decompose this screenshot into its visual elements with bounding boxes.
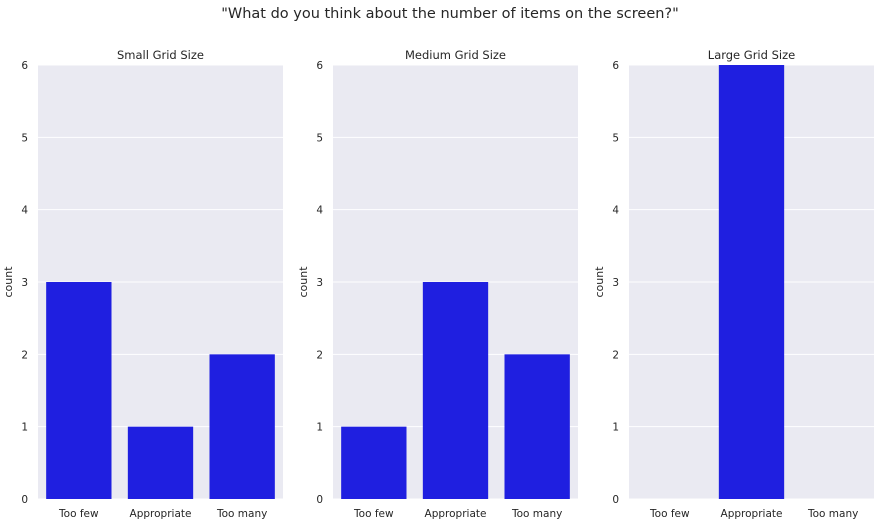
bar-appropriate — [422, 282, 489, 499]
bar-appropriate — [718, 65, 785, 499]
x-tick-label: Too few — [649, 508, 690, 520]
bar-too-many — [209, 354, 275, 499]
y-axis-label: count — [593, 266, 606, 298]
y-tick-label: 2 — [21, 349, 28, 361]
y-tick-label: 3 — [21, 277, 28, 289]
y-axis-label: count — [297, 266, 310, 298]
bar-too-few — [46, 282, 112, 499]
y-axis-label: count — [2, 266, 15, 298]
x-tick-label: Too few — [353, 508, 394, 520]
x-tick-label: Appropriate — [721, 508, 783, 520]
y-tick-label: 2 — [316, 349, 323, 361]
x-tick-label: Appropriate — [425, 508, 487, 520]
bar-too-many — [504, 354, 570, 499]
y-tick-label: 4 — [316, 205, 323, 217]
y-tick-label: 0 — [612, 494, 619, 506]
y-tick-label: 5 — [21, 132, 28, 144]
y-tick-label: 4 — [21, 205, 28, 217]
subplot-2: 0 1 2 3 4 5 6 Too few Appropriate Too many Medium … — [297, 48, 578, 520]
x-tick-label: Too many — [807, 508, 858, 520]
y-tick-label: 4 — [612, 205, 619, 217]
bar-too-few — [341, 426, 407, 499]
y-tick-label: 1 — [612, 422, 619, 434]
figure-title: "What do you think about the number of i… — [221, 6, 679, 22]
x-tick-label: Too few — [58, 508, 99, 520]
subplots: 0 1 2 3 4 5 6 Too few Appropriate Too many Small G… — [2, 48, 874, 520]
y-tick-label: 0 — [316, 494, 323, 506]
y-tick-label: 1 — [316, 422, 323, 434]
x-tick-label: Too many — [216, 508, 267, 520]
bar-appropriate — [127, 426, 194, 499]
subplot-title: Large Grid Size — [708, 48, 795, 62]
y-tick-label: 6 — [21, 60, 28, 72]
y-tick-label: 6 — [612, 60, 619, 72]
subplot-3: 0 1 2 3 4 5 6 Too few Appropriate Too many Large G… — [593, 48, 874, 520]
y-tick-label: 2 — [612, 349, 619, 361]
y-tick-label: 1 — [21, 422, 28, 434]
subplot-title: Small Grid Size — [117, 48, 204, 62]
subplot-1: 0 1 2 3 4 5 6 Too few Appropriate Too many Small G… — [2, 48, 283, 520]
y-tick-label: 0 — [21, 494, 28, 506]
subplot-title: Medium Grid Size — [405, 48, 506, 62]
x-tick-label: Too many — [511, 508, 562, 520]
y-tick-label: 3 — [612, 277, 619, 289]
y-tick-label: 3 — [316, 277, 323, 289]
y-tick-label: 5 — [316, 132, 323, 144]
x-tick-label: Appropriate — [130, 508, 192, 520]
y-tick-label: 6 — [316, 60, 323, 72]
y-tick-label: 5 — [612, 132, 619, 144]
